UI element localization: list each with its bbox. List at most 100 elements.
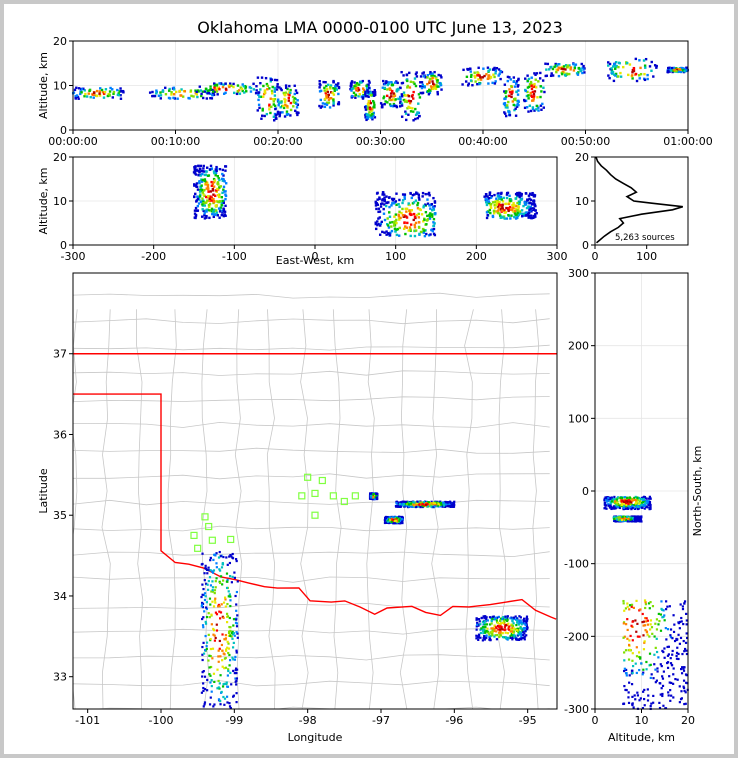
altitude-time-source bbox=[611, 65, 615, 68]
north-south-source bbox=[672, 630, 676, 634]
altitude-time-source bbox=[282, 91, 286, 95]
east-west-source bbox=[526, 198, 529, 202]
north-south-source bbox=[635, 671, 638, 675]
east-west-source bbox=[505, 206, 508, 210]
altitude-time-source bbox=[389, 104, 393, 108]
altitude-time-source bbox=[412, 81, 415, 84]
east-west-source bbox=[498, 194, 501, 198]
altitude-time-source bbox=[514, 104, 517, 107]
plan-view-source bbox=[233, 672, 236, 675]
altitude-time-source bbox=[432, 74, 435, 78]
plan-view-source bbox=[506, 615, 509, 618]
plan-view-source bbox=[225, 586, 229, 590]
north-south-source bbox=[641, 497, 644, 501]
plan-view-source bbox=[234, 677, 237, 680]
east-west-source bbox=[430, 213, 434, 217]
altitude-time-source bbox=[266, 88, 269, 91]
east-west-source bbox=[503, 211, 506, 214]
plan-view-source bbox=[210, 665, 213, 669]
plan-view-source bbox=[485, 629, 488, 633]
east-west-source bbox=[499, 195, 503, 199]
altitude-time-source bbox=[256, 76, 260, 79]
east-west-source bbox=[496, 211, 500, 214]
plan-view-source bbox=[226, 615, 230, 618]
plan-view-source bbox=[226, 646, 229, 649]
altitude-time-source bbox=[530, 82, 533, 85]
north-south-source bbox=[643, 624, 647, 627]
east-west-source bbox=[211, 189, 215, 192]
plan-view-source bbox=[201, 624, 205, 627]
county-line bbox=[167, 309, 177, 709]
altitude-time-source bbox=[412, 119, 415, 122]
north-south-source bbox=[622, 622, 625, 625]
east-west-source bbox=[404, 232, 407, 236]
plan-view-source bbox=[490, 627, 493, 630]
plan-view-source bbox=[437, 502, 440, 506]
plan-view-source bbox=[221, 562, 224, 565]
altitude-time-source bbox=[280, 101, 283, 104]
east-west-source bbox=[516, 211, 519, 215]
plan-view-source bbox=[226, 563, 229, 566]
altitude-time-source bbox=[325, 84, 328, 88]
north-south-source bbox=[658, 619, 661, 623]
plan-view-source bbox=[221, 685, 225, 688]
plan-view-source bbox=[397, 502, 400, 505]
north-south-source bbox=[648, 502, 651, 505]
north-south-source bbox=[683, 650, 686, 653]
altitude-time-source bbox=[537, 109, 540, 112]
east-west-source bbox=[429, 233, 432, 236]
plan-view-source bbox=[447, 505, 450, 508]
north-south-tick-label-y: -200 bbox=[564, 630, 589, 643]
altitude-time-source bbox=[179, 94, 183, 97]
plan-view-source bbox=[228, 555, 231, 558]
east-west-source bbox=[432, 224, 435, 228]
plan-view-source bbox=[489, 639, 492, 642]
north-south-source bbox=[634, 518, 637, 521]
north-south-source bbox=[638, 520, 642, 523]
north-south-source bbox=[678, 642, 681, 645]
altitude-time-source bbox=[337, 101, 341, 104]
east-west-source bbox=[204, 173, 208, 176]
altitude-time-source bbox=[539, 71, 542, 75]
plan-view-source bbox=[223, 638, 226, 641]
east-west-source bbox=[224, 214, 227, 217]
county-line bbox=[136, 309, 144, 709]
altitude-time-source bbox=[366, 105, 369, 109]
altitude-time-source bbox=[478, 74, 481, 77]
plan-view-source bbox=[514, 615, 517, 618]
east-west-source bbox=[217, 177, 220, 180]
altitude-time-source bbox=[638, 77, 641, 80]
altitude-time-source bbox=[617, 75, 620, 78]
north-south-source bbox=[666, 666, 670, 669]
altitude-time-source bbox=[213, 84, 217, 87]
east-west-source bbox=[386, 224, 390, 227]
altitude-time-source bbox=[492, 73, 495, 76]
altitude-time-source bbox=[582, 68, 585, 71]
plan-view-source bbox=[205, 582, 208, 585]
plan-view-source bbox=[201, 583, 204, 586]
east-west-source bbox=[512, 206, 515, 210]
plan-view-source bbox=[229, 629, 232, 632]
plan-view-source bbox=[436, 504, 439, 507]
east-west-source bbox=[223, 190, 226, 193]
plan-view-source bbox=[498, 635, 501, 639]
north-south-source bbox=[623, 659, 626, 662]
east-west-source bbox=[218, 216, 221, 219]
east-west-source bbox=[205, 183, 208, 186]
east-west-source bbox=[207, 174, 211, 177]
north-south-source bbox=[654, 622, 657, 625]
altitude-time-source bbox=[409, 110, 413, 113]
altitude-time-source bbox=[390, 98, 393, 102]
altitude-time-source bbox=[508, 88, 511, 91]
east-west-source bbox=[499, 214, 502, 217]
altitude-time-source bbox=[619, 71, 622, 75]
altitude-time-source bbox=[289, 91, 292, 94]
east-west-source bbox=[484, 201, 488, 204]
plan-view-source bbox=[523, 622, 526, 625]
plan-view-source bbox=[476, 618, 479, 621]
east-west-source bbox=[529, 207, 533, 210]
altitude-time-source bbox=[581, 66, 585, 69]
altitude-time-source bbox=[83, 95, 86, 98]
east-west-source bbox=[509, 199, 512, 203]
north-south-source bbox=[653, 663, 656, 666]
